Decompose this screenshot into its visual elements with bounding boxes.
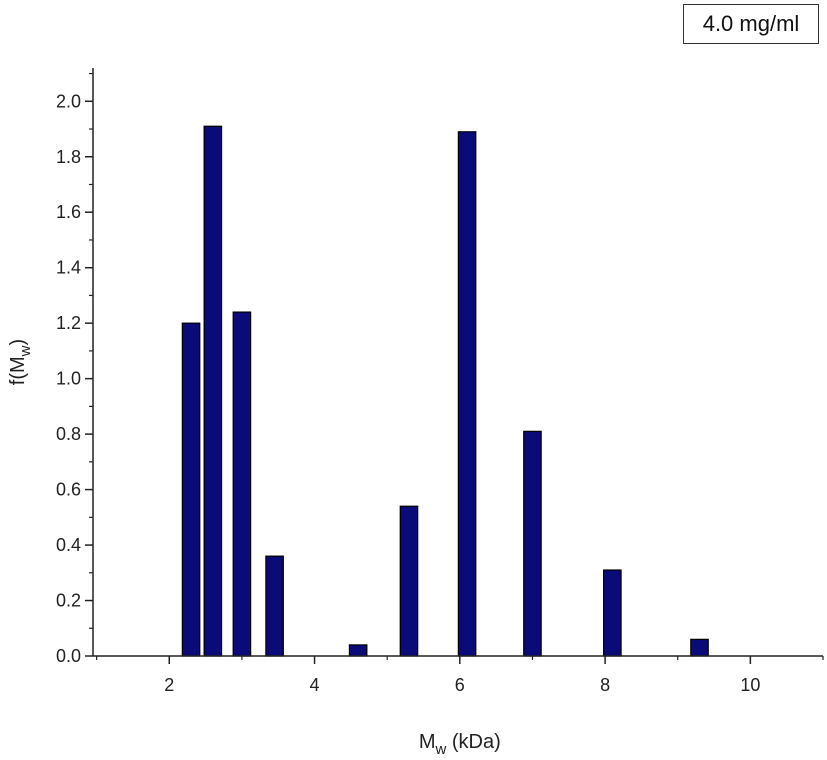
y-ticks: 0.0 0.2 0.4 0.6 0.8 1.0 1.2 1.4 1.6 1.8 2.0 (56, 72, 93, 666)
bar (203, 125, 223, 657)
y-tick-label: 0.6 (56, 480, 81, 500)
x-axis-title: Mw (kDa) (419, 731, 501, 758)
bar (232, 311, 252, 657)
y-tick-label: 1.4 (56, 258, 81, 278)
axes-group (92, 68, 823, 657)
bar (265, 555, 284, 657)
y-tick-label: 1.8 (56, 147, 81, 167)
x-ticks: 2 4 6 8 10 (96, 656, 824, 695)
y-tick-label: 1.0 (56, 369, 81, 389)
bar (603, 569, 622, 657)
x-tick-label: 10 (740, 675, 760, 695)
bar (181, 322, 201, 657)
bars-group (181, 125, 709, 657)
y-tick-label: 0.8 (56, 424, 81, 444)
x-tick-label: 2 (164, 675, 174, 695)
bar (348, 644, 368, 657)
bar (690, 638, 709, 657)
y-tick-label: 0.2 (56, 591, 81, 611)
y-tick-label: 2.0 (56, 91, 81, 111)
x-tick-label: 6 (455, 675, 465, 695)
y-axis-title: f(Mw) (7, 339, 34, 385)
y-tick-label: 1.6 (56, 202, 81, 222)
concentration-label: 4.0 mg/ml (683, 4, 819, 44)
y-tick-label: 0.0 (56, 646, 81, 666)
bar (399, 505, 419, 657)
y-tick-label: 1.2 (56, 313, 81, 333)
x-tick-label: 4 (310, 675, 320, 695)
y-tick-label: 0.4 (56, 535, 81, 555)
bar (457, 131, 477, 657)
x-tick-label: 8 (600, 675, 610, 695)
bar (523, 430, 542, 657)
